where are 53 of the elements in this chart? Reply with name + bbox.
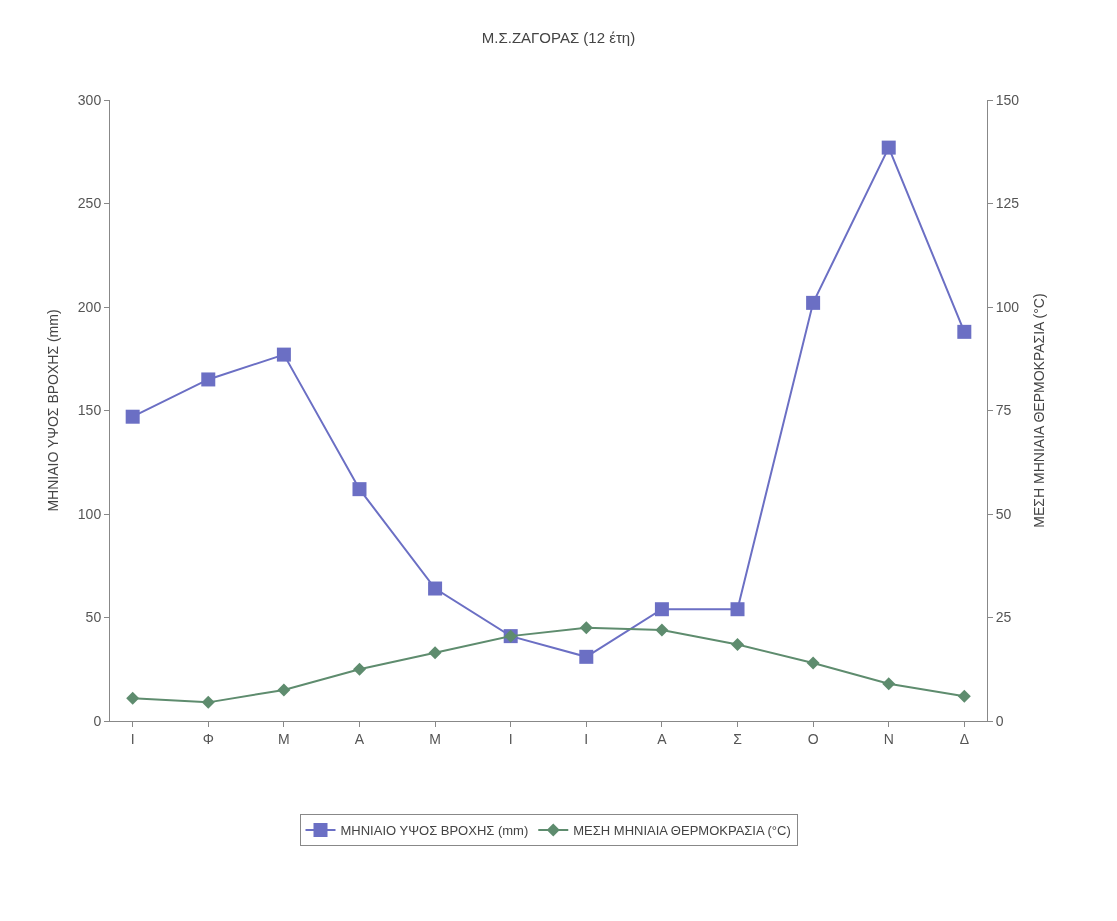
point — [428, 646, 442, 660]
x-tick-label: Ι — [584, 730, 589, 747]
x-tick-label: Ι — [508, 730, 513, 747]
point — [579, 621, 593, 635]
point — [352, 482, 367, 497]
point — [201, 695, 215, 709]
y2-tick-label: 75 — [995, 402, 1012, 419]
point — [276, 347, 291, 362]
point — [881, 140, 896, 155]
x-tick-label: Δ — [959, 730, 969, 747]
x-tick-label: Μ — [278, 730, 290, 747]
y2-axis-title: ΜΕΣΗ ΜΗΝΙΑΙΑ ΘΕΡΜΟΚΡΑΣΙΑ (°C) — [1030, 293, 1047, 528]
y2-tick-label: 0 — [995, 712, 1004, 729]
point — [277, 683, 291, 697]
x-tick-label: Ν — [883, 730, 894, 747]
point — [806, 295, 821, 310]
y-tick-label: 50 — [85, 609, 102, 626]
y2-tick-label: 100 — [995, 298, 1020, 315]
point — [882, 677, 896, 691]
y2-tick-label: 125 — [995, 195, 1020, 212]
y2-tick-label: 150 — [995, 91, 1020, 108]
x-tick-label: Ο — [807, 730, 819, 747]
y-tick-label: 250 — [77, 195, 102, 212]
point — [730, 602, 745, 617]
y-tick-label: 300 — [77, 91, 102, 108]
point — [806, 656, 820, 670]
point — [655, 623, 669, 637]
point — [579, 649, 594, 664]
x-tick-label: Α — [354, 730, 365, 747]
x-tick-label: Ι — [130, 730, 135, 747]
legend-label: ΜΕΣΗ ΜΗΝΙΑΙΑ ΘΕΡΜΟΚΡΑΣΙΑ (°C) — [573, 823, 791, 839]
y2-tick-label: 25 — [995, 609, 1012, 626]
x-tick-label: Σ — [733, 730, 743, 747]
x-tick-label: Α — [657, 730, 668, 747]
point — [731, 637, 745, 651]
x-tick-label: Φ — [202, 730, 214, 747]
point — [957, 324, 972, 339]
point — [957, 689, 971, 703]
y-tick-label: 0 — [93, 712, 102, 729]
point — [125, 409, 140, 424]
point — [654, 602, 669, 617]
point — [201, 372, 216, 387]
point — [126, 691, 140, 705]
y-axis-title: ΜΗΝΙΑΙΟ ΥΨΟΣ ΒΡΟΧΗΣ (mm) — [45, 309, 62, 512]
y-tick-label: 150 — [77, 402, 102, 419]
y-tick-label: 100 — [77, 505, 102, 522]
y2-tick-label: 50 — [995, 505, 1012, 522]
legend-label: ΜΗΝΙΑΙΟ ΥΨΟΣ ΒΡΟΧΗΣ (mm) — [340, 823, 529, 839]
chart-title: Μ.Σ.ΖΑΓΟΡΑΣ (12 έτη) — [481, 28, 636, 46]
point — [428, 581, 443, 596]
y-tick-label: 200 — [77, 298, 102, 315]
x-tick-label: Μ — [429, 730, 441, 747]
point — [352, 662, 366, 676]
